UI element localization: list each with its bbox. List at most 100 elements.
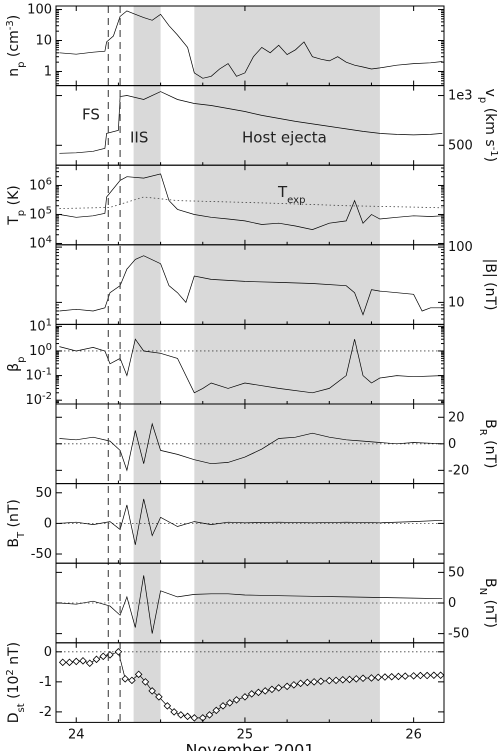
ytick-label-BT-2: 50 — [35, 486, 52, 501]
ytick-label-BR-2: 20 — [448, 410, 465, 425]
dst-point-44 — [367, 674, 376, 682]
panel-BN: -50 0 50 BN (nT) — [56, 565, 499, 642]
ytick-label-Tp-0: 104 — [29, 234, 52, 252]
series-beta-0 — [59, 338, 443, 394]
xtick-label-2: 26 — [405, 727, 422, 742]
ytick-label-beta-0: 10-2 — [25, 391, 52, 409]
ytick-label-BT-1: 0 — [44, 516, 52, 531]
ytick-label-beta-1: 10-1 — [25, 366, 52, 384]
dst-point-52 — [423, 671, 431, 680]
series-Tp-0 — [59, 173, 443, 230]
series-np-0 — [59, 10, 443, 79]
dst-point-15 — [163, 702, 172, 710]
xtick-label-0: 24 — [68, 727, 85, 742]
ytick-label-Dst-0: -2 — [39, 705, 52, 720]
dst-point-16 — [170, 708, 178, 716]
ytick-label-beta-3: 101 — [29, 317, 52, 335]
axis-label-beta: βp — [6, 357, 27, 372]
dst-point-8 — [114, 648, 123, 656]
series-vp-0 — [59, 91, 443, 154]
series-BR-0 — [59, 422, 443, 472]
axis-label-np: np (cm-3) — [5, 15, 27, 77]
dst-point-19 — [190, 714, 199, 722]
dst-point-18 — [183, 712, 192, 721]
dst-point-7 — [106, 651, 114, 659]
annotation-host-ejecta: Host ejecta — [242, 129, 327, 147]
ytick-label-vp-0: 500 — [448, 138, 473, 153]
dst-point-43 — [359, 674, 367, 683]
dst-point-38 — [325, 676, 334, 685]
axis-label-BN: BN (nT) — [478, 578, 499, 628]
series-B-0 — [59, 255, 443, 316]
series-BT-0 — [59, 498, 443, 545]
shaded-region-1 — [194, 6, 380, 723]
xtick-label-1: 25 — [237, 727, 254, 742]
ytick-label-Tp-1: 105 — [29, 205, 52, 223]
dashed-markers — [107, 6, 121, 723]
dst-point-3 — [79, 657, 87, 665]
annotations: FS IIS Host ejecta Texp — [82, 106, 327, 206]
frame-Dst — [55, 642, 445, 723]
annotation-fs: FS — [82, 106, 100, 124]
dst-point-42 — [352, 675, 361, 683]
shaded-intervals — [133, 6, 380, 723]
dst-point-36 — [310, 678, 318, 686]
axis-label-vp: vp (km s-1) — [478, 89, 500, 163]
dst-point-39 — [332, 676, 340, 685]
dst-point-1 — [65, 658, 74, 667]
ytick-label-BN-0: -50 — [448, 627, 469, 642]
dst-point-5 — [92, 655, 101, 664]
dst-point-22 — [212, 706, 221, 715]
dst-point-11 — [134, 670, 143, 679]
dst-point-33 — [290, 681, 298, 689]
dst-point-28 — [254, 688, 263, 697]
ytick-label-BR-1: 0 — [448, 437, 456, 452]
panel-BT: -50 0 50 BT (nT) — [6, 486, 444, 562]
ytick-label-Tp-2: 106 — [29, 176, 52, 194]
ytick-label-vp-1: 1e3 — [448, 89, 473, 104]
dst-point-25 — [232, 696, 241, 704]
dst-point-12 — [141, 678, 150, 686]
dst-point-32 — [283, 682, 291, 691]
dst-point-24 — [225, 699, 234, 707]
ytick-label-Dst-2: 0 — [44, 645, 52, 660]
panel-beta: 10-2 10-1 100 101 βp — [6, 317, 444, 408]
dst-point-35 — [303, 678, 312, 687]
dst-point-13 — [148, 687, 156, 695]
ytick-label-np-1: 10 — [35, 34, 52, 49]
dst-point-37 — [317, 677, 325, 686]
dst-point-54 — [436, 671, 445, 680]
dst-point-49 — [401, 672, 409, 680]
ytick-label-BN-2: 50 — [448, 565, 465, 580]
dst-point-53 — [430, 671, 438, 680]
dst-point-0 — [58, 658, 67, 667]
ytick-label-np-0: 1 — [44, 64, 52, 79]
dst-point-30 — [268, 685, 276, 694]
dst-point-29 — [261, 687, 269, 695]
dst-point-6 — [99, 652, 108, 661]
dst-point-34 — [296, 679, 305, 688]
dst-point-31 — [274, 684, 283, 692]
axis-label-B: |B| (nT) — [482, 259, 498, 311]
dst-point-47 — [387, 672, 396, 681]
dst-point-51 — [416, 671, 425, 680]
dst-point-45 — [374, 673, 382, 682]
dst-point-10 — [128, 676, 136, 685]
x-axis-label: November 2001 — [185, 740, 314, 751]
panel-frames — [55, 5, 445, 723]
axis-label-Tp: Tp (K) — [6, 185, 27, 225]
axis-label-BT: BT (nT) — [6, 499, 27, 548]
dst-point-40 — [339, 675, 347, 684]
x-axis: 24 25 26 November 2001 — [68, 727, 422, 751]
annotation-iis: IIS — [130, 129, 148, 147]
ytick-label-np-2: 100 — [27, 3, 52, 18]
ytick-label-Dst-1: -1 — [39, 675, 52, 690]
dst-point-2 — [72, 657, 81, 666]
dst-point-27 — [247, 690, 256, 698]
dst-point-17 — [177, 711, 185, 719]
dst-point-46 — [381, 673, 389, 681]
dst-point-14 — [155, 693, 163, 701]
axis-label-Dst: Dst (102 nT) — [5, 642, 27, 723]
